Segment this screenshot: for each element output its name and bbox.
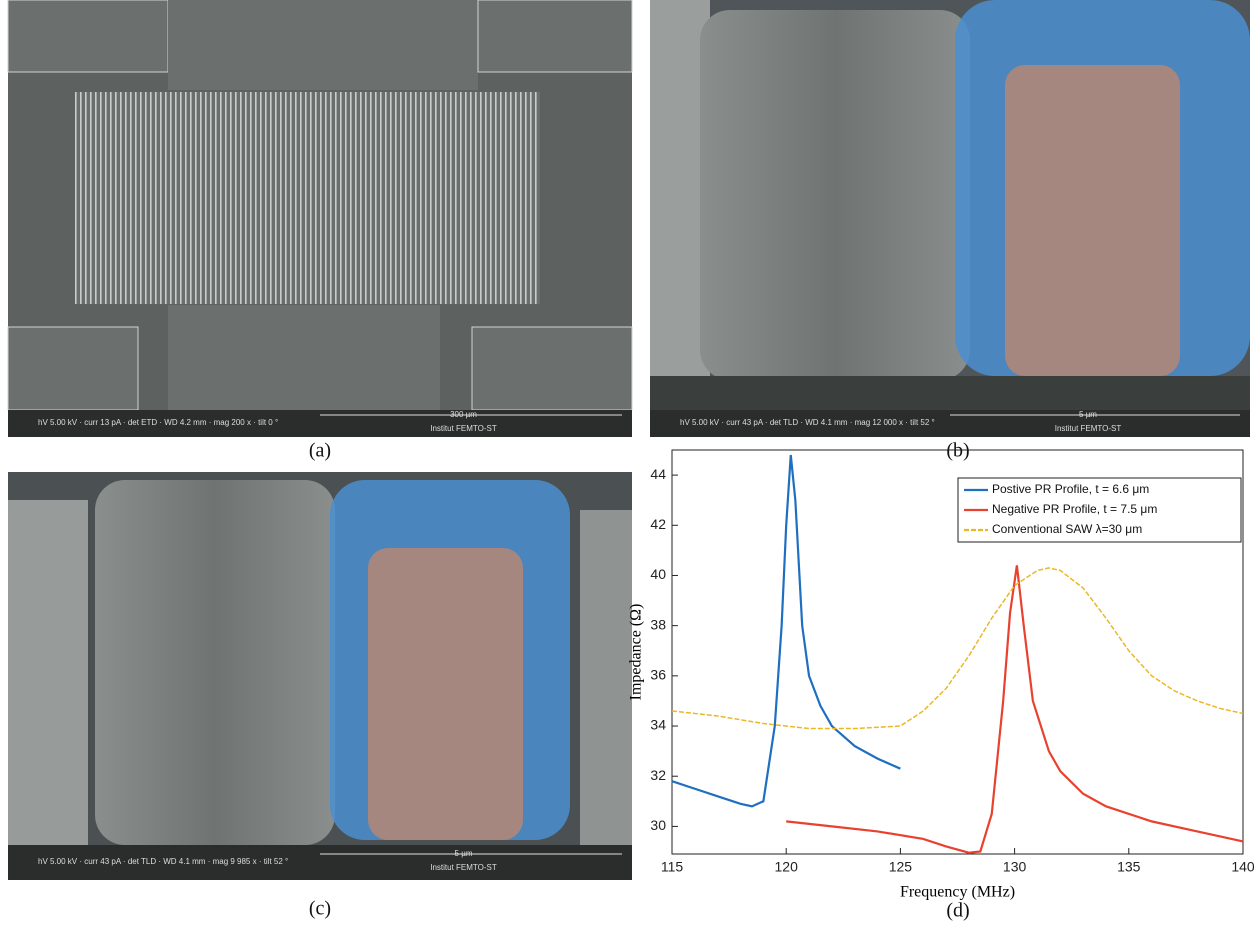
- x-tick-label: 120: [775, 859, 799, 875]
- scale-bar-label: 5 µm: [1079, 410, 1097, 419]
- sem-image-b: [650, 0, 1250, 437]
- y-tick-label: 36: [650, 667, 666, 683]
- y-tick-label: 34: [650, 717, 666, 733]
- panel-label: (a): [309, 440, 331, 462]
- y-axis-label: Impedance (Ω): [628, 604, 645, 701]
- x-tick-label: 125: [889, 859, 913, 875]
- series-line: [786, 565, 1244, 854]
- panel-label: (d): [946, 900, 969, 922]
- y-tick-label: 42: [650, 516, 666, 532]
- sem-image-c: [8, 472, 632, 880]
- x-axis-label: Frequency (MHz): [900, 884, 1015, 901]
- x-tick-label: 135: [1117, 859, 1141, 875]
- legend-label: Postive PR Profile, t = 6.6 μm: [992, 482, 1149, 496]
- legend-label: Conventional SAW λ=30 μm: [992, 522, 1142, 536]
- y-tick-label: 44: [650, 466, 666, 482]
- legend-box: [957, 477, 1242, 543]
- scale-bar-label: 5 µm: [455, 849, 473, 858]
- series-line: [671, 567, 1244, 730]
- y-tick-label: 38: [650, 616, 666, 632]
- institute: Institut FEMTO-ST: [1055, 424, 1122, 433]
- sem-info: hV 5.00 kV · curr 43 pA · det TLD · WD 4…: [680, 418, 935, 427]
- y-tick-label: 40: [650, 566, 666, 582]
- series-line: [671, 454, 901, 808]
- plot-frame: [671, 449, 1244, 855]
- y-tick-label: 32: [650, 767, 666, 783]
- panel-label: (b): [946, 440, 969, 462]
- panel-label: (c): [309, 898, 331, 920]
- y-tick-label: 30: [650, 817, 666, 833]
- scale-bar-label: 300 µm: [450, 410, 477, 419]
- institute: Institut FEMTO-ST: [430, 424, 497, 433]
- institute: Institut FEMTO-ST: [430, 863, 497, 872]
- sem-info: hV 5.00 kV · curr 43 pA · det TLD · WD 4…: [38, 857, 288, 866]
- x-tick-label: 115: [661, 859, 684, 875]
- sem-info: hV 5.00 kV · curr 13 pA · det ETD · WD 4…: [38, 418, 278, 427]
- legend-label: Negative PR Profile, t = 7.5 μm: [992, 502, 1157, 516]
- x-tick-label: 140: [1231, 859, 1254, 875]
- sem-image-a: [7, 0, 633, 437]
- x-tick-label: 130: [1003, 859, 1027, 875]
